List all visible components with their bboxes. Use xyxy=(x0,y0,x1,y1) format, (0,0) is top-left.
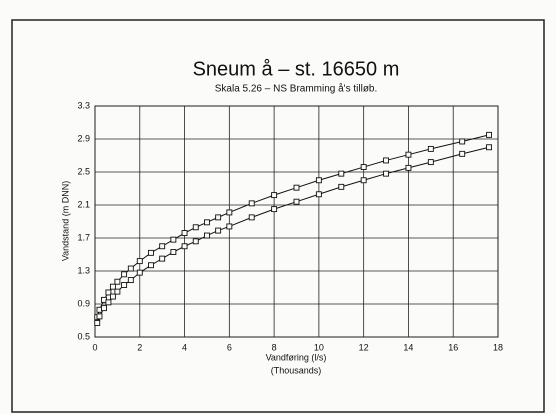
marker xyxy=(181,230,188,237)
x-tick-label: 0 xyxy=(92,342,97,352)
marker xyxy=(405,151,412,158)
frame xyxy=(11,19,545,413)
marker xyxy=(271,192,278,199)
marker xyxy=(96,313,103,320)
marker xyxy=(360,177,367,184)
marker xyxy=(427,145,434,152)
marker xyxy=(338,183,345,190)
marker xyxy=(170,249,177,255)
y-tick-label: 3.3 xyxy=(77,100,90,110)
x-tick-label: 16 xyxy=(448,342,458,352)
marker xyxy=(121,271,128,278)
y-tick-label: 0.5 xyxy=(77,331,90,341)
marker xyxy=(486,144,492,151)
marker xyxy=(136,269,143,276)
chart-title: Sneum å – st. 16650 m xyxy=(193,58,400,80)
x-tick-label: 2 xyxy=(137,342,142,352)
x-axis-label: Vandføring (l/s) xyxy=(266,352,327,362)
marker xyxy=(360,164,367,171)
marker xyxy=(293,198,300,205)
marker xyxy=(105,299,112,306)
marker xyxy=(192,238,199,245)
marker xyxy=(293,184,300,191)
marker xyxy=(159,255,166,262)
x-tick-label: 14 xyxy=(403,342,413,352)
marker xyxy=(315,177,322,184)
y-axis-label: Vandstand (m DNN) xyxy=(60,181,70,261)
marker xyxy=(248,214,255,221)
marker xyxy=(405,164,412,171)
marker xyxy=(459,150,466,157)
plot-area xyxy=(94,105,499,338)
marker xyxy=(127,277,134,284)
marker xyxy=(159,243,166,250)
marker xyxy=(203,232,210,239)
x-tick-label: 10 xyxy=(314,342,324,352)
x-tick-label: 12 xyxy=(359,342,369,352)
marker xyxy=(338,170,345,177)
marker xyxy=(486,131,492,138)
y-tick-label: 1.3 xyxy=(77,265,90,275)
x-tick-label: 4 xyxy=(182,342,187,352)
x-unit-label: (Thousands) xyxy=(271,365,322,375)
marker xyxy=(427,159,434,166)
marker xyxy=(105,289,112,296)
marker xyxy=(248,200,255,207)
marker xyxy=(459,138,466,145)
marker xyxy=(215,227,222,234)
marker xyxy=(121,282,128,288)
x-tick-label: 6 xyxy=(227,342,232,352)
marker xyxy=(109,293,116,300)
marker xyxy=(181,243,188,250)
x-tick-label: 18 xyxy=(493,342,503,352)
marker xyxy=(114,288,121,295)
marker xyxy=(170,236,177,243)
marker xyxy=(94,320,101,326)
marker xyxy=(127,265,134,272)
marker xyxy=(101,305,107,312)
marker xyxy=(148,262,154,269)
marker xyxy=(109,283,116,290)
marker xyxy=(203,219,210,226)
y-tick-label: 2.9 xyxy=(77,133,90,143)
y-tick-label: 1.7 xyxy=(77,232,90,242)
marker xyxy=(315,191,322,198)
y-tick-label: 0.9 xyxy=(77,298,90,308)
marker xyxy=(271,206,278,213)
marker xyxy=(136,258,143,265)
marker xyxy=(192,224,199,231)
marker xyxy=(226,209,233,216)
marker xyxy=(114,278,121,285)
series-line xyxy=(96,146,490,324)
y-tick-label: 2.5 xyxy=(77,166,90,176)
marker xyxy=(226,223,233,230)
x-tick-label: 8 xyxy=(272,342,277,352)
marker xyxy=(215,214,222,221)
marker xyxy=(383,170,390,177)
y-tick-label: 2.1 xyxy=(77,199,90,209)
chart-subtitle: Skala 5.26 – NS Bramming å's tilløb. xyxy=(215,83,378,95)
marker xyxy=(148,249,154,256)
marker xyxy=(383,157,390,164)
